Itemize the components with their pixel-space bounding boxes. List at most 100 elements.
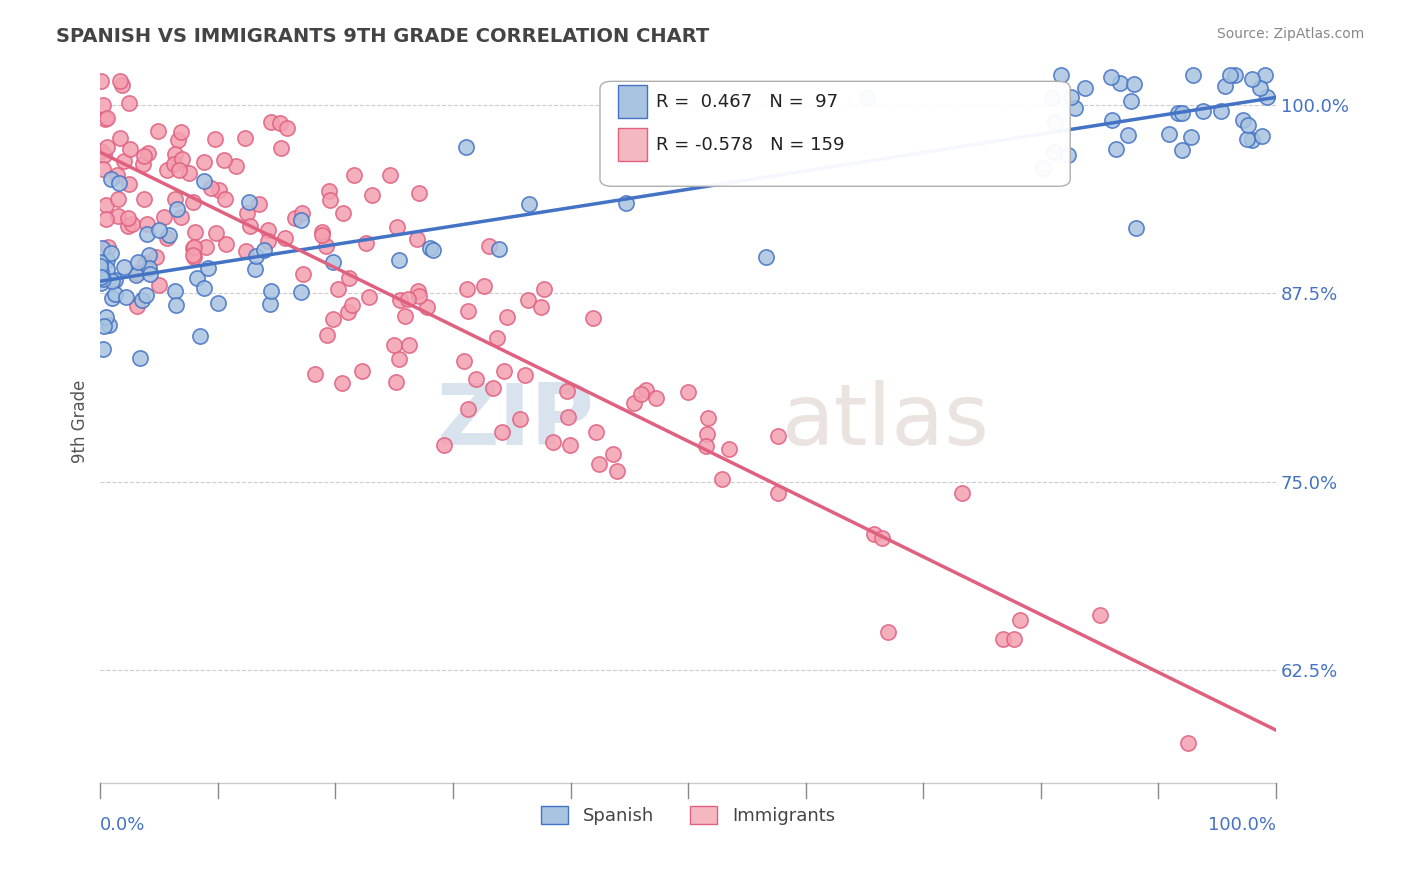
Point — [766, 428, 789, 442]
Point — [416, 300, 439, 314]
Text: atlas: atlas — [782, 380, 990, 463]
Point — [950, 485, 973, 500]
Point — [1043, 115, 1066, 129]
Point — [385, 219, 408, 234]
Point — [134, 256, 156, 270]
Point — [678, 385, 700, 400]
Point — [134, 149, 156, 163]
Point — [117, 219, 139, 233]
Point — [1116, 128, 1139, 142]
Point — [1167, 105, 1189, 120]
Point — [582, 310, 605, 325]
Point — [717, 442, 740, 457]
Point — [96, 261, 118, 276]
Point — [315, 239, 337, 253]
Point — [257, 223, 280, 237]
Point — [1213, 78, 1236, 93]
Point — [332, 206, 354, 220]
Point — [361, 188, 384, 202]
Point — [183, 194, 205, 209]
Point — [517, 293, 540, 308]
Point — [485, 331, 508, 345]
Point — [1121, 94, 1143, 108]
Point — [1032, 161, 1054, 176]
Point — [405, 232, 427, 246]
Point — [165, 298, 187, 312]
Point — [101, 273, 124, 287]
Point — [406, 284, 429, 298]
Point — [91, 272, 114, 286]
Point — [326, 282, 349, 296]
Point — [96, 253, 118, 268]
Point — [118, 96, 141, 111]
Point — [148, 223, 170, 237]
Point — [125, 299, 148, 313]
Point — [697, 411, 720, 425]
Point — [159, 227, 181, 242]
Point — [555, 384, 578, 398]
Point — [614, 196, 637, 211]
Point — [456, 140, 478, 154]
Point — [318, 184, 340, 198]
Point — [408, 289, 430, 303]
Point — [384, 375, 406, 389]
Point — [1101, 113, 1123, 128]
Point — [260, 115, 283, 129]
Point — [156, 163, 179, 178]
Point — [132, 157, 155, 171]
Point — [259, 297, 281, 311]
Point — [100, 172, 122, 186]
Point — [107, 209, 129, 223]
Point — [517, 197, 540, 211]
Point — [378, 168, 401, 182]
Point — [93, 148, 115, 162]
Point — [233, 131, 256, 145]
Point — [495, 310, 517, 325]
Point — [247, 197, 270, 211]
Point — [94, 211, 117, 226]
Point — [1237, 118, 1260, 132]
Point — [94, 112, 117, 127]
Point — [177, 166, 200, 180]
Point — [270, 141, 292, 155]
Point — [472, 279, 495, 293]
Point — [530, 300, 553, 314]
Point — [97, 239, 120, 253]
Point — [100, 246, 122, 260]
Point — [245, 249, 267, 263]
Point — [96, 197, 118, 211]
Text: R =  0.467   N =  97: R = 0.467 N = 97 — [657, 93, 838, 111]
Point — [1123, 78, 1146, 92]
Point — [127, 255, 149, 269]
Point — [1209, 103, 1232, 118]
Legend: Spanish, Immigrants: Spanish, Immigrants — [534, 798, 842, 832]
Point — [1043, 145, 1066, 160]
Point — [1180, 129, 1202, 144]
Point — [311, 225, 333, 239]
Point — [186, 271, 208, 285]
Text: R = -0.578   N = 159: R = -0.578 N = 159 — [657, 136, 845, 154]
Point — [167, 163, 190, 178]
Point — [388, 252, 411, 267]
Point — [107, 192, 129, 206]
Point — [138, 248, 160, 262]
Point — [120, 142, 142, 156]
Point — [108, 74, 131, 88]
Point — [856, 91, 879, 105]
Point — [89, 255, 111, 269]
Point — [394, 309, 416, 323]
Point — [1088, 608, 1111, 623]
Point — [212, 153, 235, 167]
Point — [488, 242, 510, 256]
Point — [276, 120, 298, 135]
Point — [193, 174, 215, 188]
Point — [170, 152, 193, 166]
Point — [163, 157, 186, 171]
Point — [90, 276, 112, 290]
Point — [1240, 133, 1263, 147]
Point — [1249, 81, 1271, 95]
Point — [125, 266, 148, 280]
Point — [422, 243, 444, 257]
Point — [104, 287, 127, 301]
Point — [121, 217, 143, 231]
